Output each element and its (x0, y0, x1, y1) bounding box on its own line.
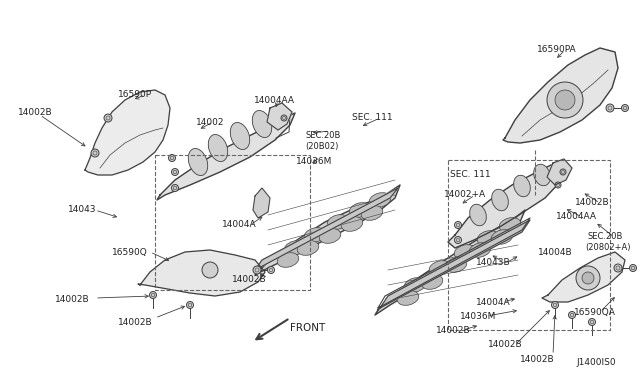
Text: 14002B: 14002B (520, 355, 555, 364)
Polygon shape (157, 113, 295, 200)
Ellipse shape (469, 243, 491, 257)
Circle shape (621, 105, 628, 112)
Ellipse shape (492, 230, 513, 244)
Circle shape (606, 104, 614, 112)
Circle shape (168, 154, 175, 161)
Ellipse shape (470, 204, 486, 226)
Text: SEC. 111: SEC. 111 (352, 113, 392, 122)
Polygon shape (547, 159, 572, 185)
Circle shape (268, 266, 275, 273)
Polygon shape (448, 163, 565, 248)
Circle shape (454, 221, 461, 228)
Ellipse shape (492, 189, 508, 211)
Ellipse shape (252, 110, 272, 138)
Ellipse shape (369, 193, 391, 207)
Polygon shape (85, 90, 170, 175)
Circle shape (281, 115, 287, 121)
Text: 14004B: 14004B (538, 248, 573, 257)
Circle shape (172, 169, 179, 176)
Text: SEC.20B: SEC.20B (305, 131, 340, 140)
Circle shape (630, 264, 637, 272)
Ellipse shape (429, 261, 451, 275)
Ellipse shape (514, 175, 531, 197)
Circle shape (560, 169, 566, 175)
Circle shape (576, 266, 600, 290)
Circle shape (568, 311, 575, 318)
Ellipse shape (477, 231, 499, 246)
Polygon shape (267, 103, 292, 130)
Text: 14002: 14002 (196, 118, 225, 127)
Text: 14002B: 14002B (488, 340, 523, 349)
Circle shape (552, 301, 559, 308)
Circle shape (104, 114, 112, 122)
Ellipse shape (404, 278, 426, 292)
Text: 14004AA: 14004AA (254, 96, 295, 105)
Ellipse shape (499, 218, 521, 232)
Ellipse shape (445, 258, 467, 272)
Text: 14004A: 14004A (476, 298, 511, 307)
Text: 16590PA: 16590PA (537, 45, 577, 54)
Polygon shape (138, 250, 265, 296)
Polygon shape (375, 210, 525, 315)
Circle shape (589, 318, 595, 326)
Polygon shape (380, 220, 530, 308)
Ellipse shape (208, 135, 228, 161)
Circle shape (150, 292, 157, 298)
Text: SEC.20B: SEC.20B (588, 232, 623, 241)
Ellipse shape (319, 229, 340, 243)
Ellipse shape (277, 253, 299, 267)
Ellipse shape (349, 203, 371, 217)
Text: J1400IS0: J1400IS0 (576, 358, 616, 367)
Ellipse shape (421, 275, 443, 289)
Text: 14043B: 14043B (476, 258, 511, 267)
Ellipse shape (188, 148, 208, 176)
Ellipse shape (297, 241, 319, 255)
Text: (20802+A): (20802+A) (585, 243, 630, 252)
Circle shape (172, 185, 179, 192)
Ellipse shape (304, 228, 326, 242)
Text: 14004A: 14004A (222, 220, 257, 229)
Text: 14002B: 14002B (18, 108, 52, 117)
Text: 14002B: 14002B (232, 275, 267, 284)
Text: 14004AA: 14004AA (556, 212, 597, 221)
Ellipse shape (341, 217, 363, 231)
Circle shape (614, 264, 622, 272)
Polygon shape (255, 185, 400, 275)
Text: 14002B: 14002B (118, 318, 152, 327)
Text: 16590QA: 16590QA (574, 308, 616, 317)
Text: (20B02): (20B02) (305, 142, 339, 151)
Ellipse shape (361, 206, 383, 220)
Circle shape (186, 301, 193, 308)
Circle shape (454, 237, 461, 244)
Text: 16590P: 16590P (118, 90, 152, 99)
Text: 14002B: 14002B (55, 295, 90, 304)
Polygon shape (253, 188, 270, 218)
Circle shape (555, 90, 575, 110)
Text: 14002B: 14002B (575, 198, 610, 207)
Text: 14043: 14043 (68, 205, 97, 214)
Text: 14002B: 14002B (436, 326, 470, 335)
Text: 14002+A: 14002+A (444, 190, 486, 199)
Circle shape (547, 82, 583, 118)
Circle shape (202, 262, 218, 278)
Ellipse shape (284, 241, 306, 255)
Circle shape (555, 182, 561, 188)
Circle shape (91, 149, 99, 157)
Circle shape (253, 266, 261, 274)
Ellipse shape (454, 245, 476, 259)
Polygon shape (503, 48, 618, 143)
Polygon shape (255, 188, 398, 270)
Circle shape (582, 272, 594, 284)
Text: 16590Q: 16590Q (112, 248, 148, 257)
Ellipse shape (327, 215, 349, 229)
Ellipse shape (534, 164, 550, 186)
Text: 14036M: 14036M (460, 312, 497, 321)
Text: 14036M: 14036M (296, 157, 332, 166)
Text: FRONT: FRONT (290, 323, 325, 333)
Ellipse shape (230, 122, 250, 150)
Polygon shape (542, 252, 625, 302)
Text: SEC. 111: SEC. 111 (450, 170, 491, 179)
Ellipse shape (397, 291, 419, 305)
